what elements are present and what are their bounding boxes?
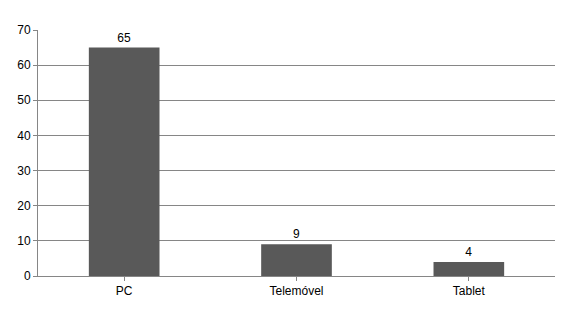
svg-text:65: 65 <box>117 31 131 45</box>
svg-text:50: 50 <box>17 93 31 107</box>
svg-text:60: 60 <box>17 58 31 72</box>
svg-text:20: 20 <box>17 199 31 213</box>
svg-text:40: 40 <box>17 129 31 143</box>
svg-text:70: 70 <box>17 23 31 37</box>
svg-text:4: 4 <box>465 245 472 259</box>
svg-text:PC: PC <box>116 284 133 298</box>
svg-text:30: 30 <box>17 164 31 178</box>
svg-text:Tablet: Tablet <box>453 284 486 298</box>
svg-text:10: 10 <box>17 234 31 248</box>
svg-text:Telemóvel: Telemóvel <box>269 284 323 298</box>
svg-text:9: 9 <box>293 227 300 241</box>
svg-text:0: 0 <box>24 269 31 283</box>
